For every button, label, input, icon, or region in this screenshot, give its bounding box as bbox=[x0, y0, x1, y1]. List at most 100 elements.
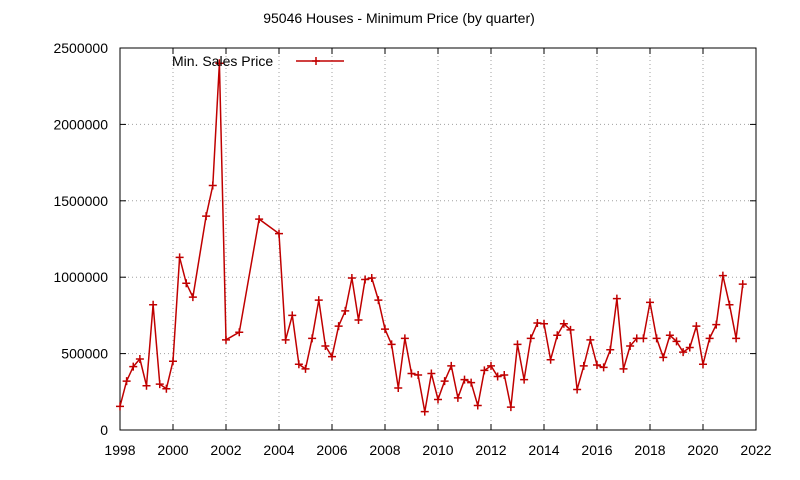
data-point bbox=[540, 319, 548, 328]
data-point bbox=[116, 402, 124, 411]
data-point bbox=[281, 335, 290, 344]
data-point bbox=[175, 253, 184, 262]
x-tick-label: 2018 bbox=[634, 442, 665, 458]
data-point bbox=[308, 334, 317, 343]
data-point bbox=[573, 385, 582, 394]
y-tick-label: 1000000 bbox=[53, 269, 108, 285]
x-tick-label: 2002 bbox=[210, 442, 241, 458]
data-point bbox=[169, 357, 177, 366]
data-point bbox=[480, 366, 489, 375]
data-point bbox=[440, 377, 449, 386]
data-point bbox=[665, 331, 674, 340]
data-point bbox=[222, 335, 230, 344]
data-point bbox=[301, 364, 310, 373]
data-point bbox=[606, 345, 615, 354]
data-point bbox=[188, 293, 197, 302]
data-point bbox=[407, 369, 416, 378]
data-point bbox=[526, 334, 535, 343]
data-point bbox=[639, 334, 648, 343]
data-point bbox=[473, 401, 482, 410]
data-point bbox=[699, 360, 707, 369]
data-point bbox=[434, 395, 442, 404]
data-point bbox=[347, 273, 356, 282]
data-point bbox=[288, 311, 297, 320]
data-point bbox=[235, 328, 244, 337]
data-point bbox=[155, 380, 164, 389]
legend-label: Min. Sales Price bbox=[172, 53, 273, 69]
data-point bbox=[566, 325, 575, 334]
data-point bbox=[493, 372, 502, 381]
data-point bbox=[672, 337, 681, 346]
x-tick-label: 2016 bbox=[581, 442, 612, 458]
y-tick-label: 2500000 bbox=[53, 40, 108, 56]
x-tick-label: 2006 bbox=[316, 442, 347, 458]
data-point bbox=[579, 361, 588, 370]
data-point bbox=[294, 360, 303, 369]
data-point bbox=[533, 319, 542, 328]
x-tick-label: 1998 bbox=[104, 442, 135, 458]
data-point bbox=[321, 341, 330, 350]
data-point bbox=[427, 369, 436, 378]
data-point bbox=[314, 296, 323, 305]
data-point bbox=[381, 325, 389, 334]
data-point bbox=[619, 364, 628, 373]
y-tick-label: 1500000 bbox=[53, 193, 108, 209]
data-point bbox=[460, 375, 469, 384]
data-point bbox=[612, 294, 621, 303]
data-point bbox=[414, 370, 423, 379]
data-point bbox=[586, 335, 595, 344]
x-tick-label: 2008 bbox=[369, 442, 400, 458]
data-point bbox=[208, 181, 217, 190]
data-point bbox=[599, 363, 608, 372]
data-point bbox=[374, 296, 383, 305]
data-point bbox=[387, 340, 396, 349]
data-point bbox=[122, 377, 131, 386]
x-tick-label: 2004 bbox=[263, 442, 294, 458]
data-point bbox=[732, 334, 741, 343]
data-point bbox=[420, 407, 429, 416]
y-tick-label: 0 bbox=[100, 422, 108, 438]
data-point bbox=[559, 319, 568, 328]
data-point bbox=[202, 212, 211, 221]
data-point bbox=[129, 362, 138, 371]
data-point bbox=[394, 383, 403, 392]
data-point bbox=[215, 59, 224, 68]
chart-title: 95046 Houses - Minimum Price (by quarter… bbox=[263, 10, 535, 26]
data-point bbox=[341, 306, 350, 315]
data-point bbox=[328, 352, 336, 361]
y-tick-label: 500000 bbox=[61, 346, 108, 362]
data-point bbox=[135, 354, 144, 363]
data-point bbox=[467, 378, 476, 387]
x-tick-label: 2010 bbox=[422, 442, 453, 458]
data-point bbox=[725, 300, 734, 309]
x-tick-label: 2000 bbox=[157, 442, 188, 458]
data-point bbox=[149, 300, 158, 309]
y-tick-label: 2000000 bbox=[53, 116, 108, 132]
data-point bbox=[738, 280, 747, 289]
legend: Min. Sales Price bbox=[172, 53, 344, 69]
data-point bbox=[692, 322, 701, 331]
data-point bbox=[652, 334, 661, 343]
legend-marker bbox=[312, 57, 320, 65]
data-point bbox=[361, 275, 370, 284]
data-point bbox=[546, 355, 555, 364]
data-point bbox=[646, 298, 654, 307]
data-point bbox=[626, 341, 635, 350]
series-min-sales-price bbox=[116, 59, 747, 416]
data-point bbox=[334, 322, 343, 331]
data-point bbox=[712, 320, 721, 329]
grid bbox=[120, 48, 756, 430]
data-point bbox=[659, 353, 668, 362]
data-point bbox=[447, 361, 456, 370]
data-point bbox=[705, 334, 714, 343]
axis-ticks: 1998 2000 2002 2004 2006 2008 2010 2012 2014 2016… bbox=[53, 40, 771, 458]
data-point bbox=[520, 375, 529, 384]
data-point bbox=[718, 271, 727, 280]
data-point bbox=[685, 343, 694, 352]
x-tick-label: 2022 bbox=[740, 442, 771, 458]
data-point bbox=[500, 370, 509, 379]
data-point bbox=[679, 348, 688, 357]
data-point bbox=[400, 334, 409, 343]
data-point bbox=[182, 279, 191, 288]
